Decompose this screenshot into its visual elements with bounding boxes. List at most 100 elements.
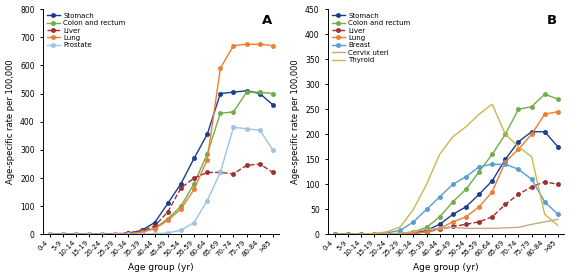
Colon and rectum <box>230 110 237 113</box>
Stomach <box>542 130 548 133</box>
Thyroid <box>476 113 483 116</box>
Thyroid <box>502 133 509 136</box>
Stomach <box>476 193 483 196</box>
Stomach <box>462 205 469 208</box>
Lung <box>217 66 224 70</box>
Text: A: A <box>262 14 272 27</box>
Liver <box>151 224 158 228</box>
Thyroid <box>528 155 535 158</box>
Cervix uteri <box>436 227 443 230</box>
Thyroid <box>489 103 496 106</box>
Colon and rectum <box>397 232 404 235</box>
Breast <box>528 178 535 181</box>
Thyroid <box>462 125 469 128</box>
Liver <box>138 229 145 233</box>
Lung <box>357 233 364 236</box>
Breast <box>423 208 430 211</box>
Lung <box>489 190 496 193</box>
Liver <box>99 232 105 236</box>
Thyroid <box>542 213 548 216</box>
Lung <box>542 113 548 116</box>
Prostate <box>46 233 53 236</box>
Cervix uteri <box>344 233 351 236</box>
Breast <box>344 233 351 236</box>
Liver <box>502 203 509 206</box>
Breast <box>436 195 443 198</box>
Prostate <box>59 233 66 236</box>
Breast <box>370 232 377 235</box>
Prostate <box>125 233 132 236</box>
Thyroid <box>357 232 364 235</box>
Colon and rectum <box>125 232 132 235</box>
Cervix uteri <box>555 218 561 221</box>
Lung <box>191 188 198 191</box>
Lung <box>256 43 263 46</box>
Stomach <box>72 233 79 236</box>
Stomach <box>423 229 430 232</box>
Stomach <box>125 232 132 235</box>
Liver <box>370 232 377 236</box>
Cervix uteri <box>462 227 469 230</box>
Stomach <box>217 92 224 95</box>
Colon and rectum <box>462 188 469 191</box>
Colon and rectum <box>331 233 338 236</box>
Cervix uteri <box>370 232 377 236</box>
Liver <box>476 220 483 224</box>
Cervix uteri <box>331 233 338 236</box>
Breast <box>502 163 509 166</box>
Cervix uteri <box>528 223 535 226</box>
Colon and rectum <box>204 152 211 156</box>
Liver <box>86 233 92 236</box>
Lung <box>462 215 469 219</box>
Liver <box>515 193 522 196</box>
Prostate <box>177 229 184 232</box>
Lung <box>344 233 351 236</box>
Stomach <box>555 145 561 148</box>
Liver <box>357 233 364 236</box>
Lung <box>177 207 184 211</box>
Breast <box>449 183 456 186</box>
X-axis label: Age group (yr): Age group (yr) <box>128 264 194 272</box>
Colon and rectum <box>59 233 66 236</box>
Lung <box>555 110 561 113</box>
Stomach <box>384 232 390 236</box>
Liver <box>542 180 548 183</box>
Breast <box>476 165 483 168</box>
Liver <box>230 172 237 175</box>
Colon and rectum <box>423 226 430 229</box>
Liver <box>164 210 171 214</box>
Lung <box>436 227 443 230</box>
Colon and rectum <box>243 90 250 94</box>
Text: B: B <box>547 14 557 27</box>
Liver <box>256 162 263 166</box>
Colon and rectum <box>270 92 276 95</box>
Lung <box>515 148 522 151</box>
Stomach <box>230 90 237 94</box>
Thyroid <box>515 145 522 148</box>
Prostate <box>72 233 79 236</box>
Colon and rectum <box>46 233 53 236</box>
Lung <box>449 220 456 224</box>
Prostate <box>243 127 250 130</box>
Lung <box>423 230 430 234</box>
Legend: Stomach, Colon and rectum, Liver, Lung, Prostate: Stomach, Colon and rectum, Liver, Lung, … <box>45 11 127 50</box>
Line: Lung: Lung <box>332 110 560 236</box>
Lung <box>138 230 145 234</box>
Lung <box>72 233 79 236</box>
Line: Colon and rectum: Colon and rectum <box>47 90 275 236</box>
Stomach <box>331 233 338 236</box>
Prostate <box>164 231 171 235</box>
Stomach <box>138 229 145 232</box>
Thyroid <box>410 208 417 211</box>
Breast <box>489 163 496 166</box>
Lung <box>112 232 119 236</box>
Colon and rectum <box>217 111 224 115</box>
Liver <box>384 232 390 236</box>
Cervix uteri <box>410 230 417 234</box>
Stomach <box>502 158 509 161</box>
Liver <box>204 171 211 174</box>
Colon and rectum <box>99 232 105 236</box>
Lung <box>125 232 132 235</box>
Lung <box>410 232 417 235</box>
Liver <box>489 215 496 219</box>
